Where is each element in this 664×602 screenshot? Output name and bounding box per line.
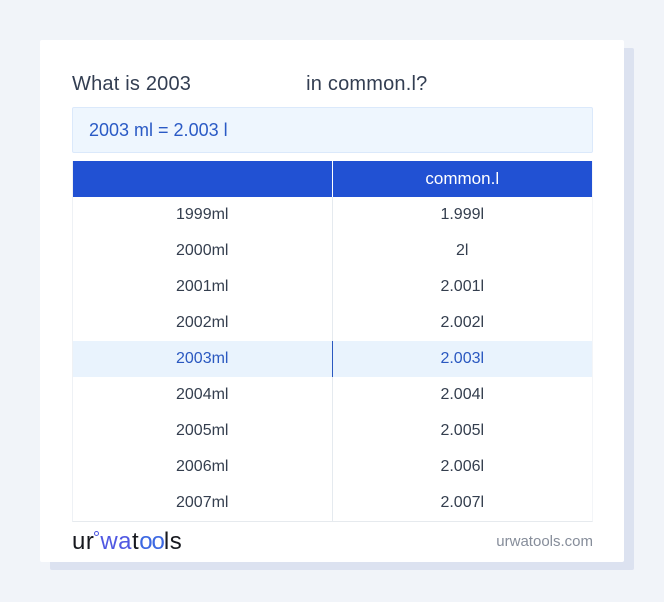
logo-text-ur: ur: [72, 527, 95, 555]
cell-ml[interactable]: 2005ml: [73, 413, 333, 449]
title-suffix: in common.l?: [306, 73, 428, 95]
table-row-current[interactable]: 2003ml 2.003l: [73, 341, 592, 377]
logo-glasses-oo: oo: [139, 527, 165, 555]
table-header-row: common.l: [73, 161, 592, 197]
cell-ml[interactable]: 2004ml: [73, 377, 333, 413]
cell-ml[interactable]: 2000ml: [73, 233, 333, 269]
logo-text-t: t: [132, 527, 140, 555]
cell-ml[interactable]: 2006ml: [73, 449, 333, 485]
cell-ml[interactable]: 2007ml: [73, 485, 333, 521]
cell-ml[interactable]: 2003ml: [73, 341, 333, 377]
table-row[interactable]: 2000ml 2l: [73, 233, 592, 269]
cell-l[interactable]: 2l: [456, 242, 469, 259]
cell-ml[interactable]: 2002ml: [73, 305, 333, 341]
logo-text-wa: wa: [100, 527, 133, 555]
cell-ml[interactable]: 1999ml: [73, 197, 333, 233]
conversion-result-box: 2003 ml = 2.003 l: [72, 107, 593, 153]
cell-l[interactable]: 2.004l: [440, 386, 485, 403]
urwatools-logo[interactable]: ur watools: [72, 527, 183, 555]
cell-l[interactable]: 1.999l: [440, 206, 485, 223]
header-cell-common-l: common.l: [425, 169, 500, 188]
logo-text-ls: ls: [163, 527, 183, 555]
table-row[interactable]: 1999ml 1.999l: [73, 197, 592, 233]
table-row[interactable]: 2005ml 2.005l: [73, 413, 592, 449]
conversion-table: common.l 1999ml 1.999l 2000ml 2l 2001ml …: [72, 161, 593, 522]
cell-l[interactable]: 2.002l: [440, 314, 485, 331]
header-cell-ml: [73, 161, 333, 197]
cell-l[interactable]: 2.006l: [440, 458, 485, 475]
table-row[interactable]: 2004ml 2.004l: [73, 377, 592, 413]
title-prefix: What is 2003: [72, 73, 192, 95]
cell-l[interactable]: 2.003l: [440, 350, 485, 367]
table-row[interactable]: 2007ml 2.007l: [73, 485, 592, 521]
conversion-result-text: 2003 ml = 2.003 l: [89, 119, 228, 140]
card-footer: ur watools urwatools.com: [72, 522, 593, 561]
logo-ring-icon: [94, 530, 100, 536]
cell-l[interactable]: 2.001l: [440, 278, 485, 295]
site-domain: urwatools.com: [496, 533, 593, 550]
cell-l[interactable]: 2.007l: [440, 494, 485, 511]
table-row[interactable]: 2002ml 2.002l: [73, 305, 592, 341]
cell-ml[interactable]: 2001ml: [73, 269, 333, 305]
table-row[interactable]: 2006ml 2.006l: [73, 449, 592, 485]
table-row[interactable]: 2001ml 2.001l: [73, 269, 592, 305]
cell-l[interactable]: 2.005l: [440, 422, 485, 439]
conversion-card: What is 2003 in common.l? 2003 ml = 2.00…: [40, 40, 624, 562]
page-title: What is 2003 in common.l?: [72, 73, 593, 96]
